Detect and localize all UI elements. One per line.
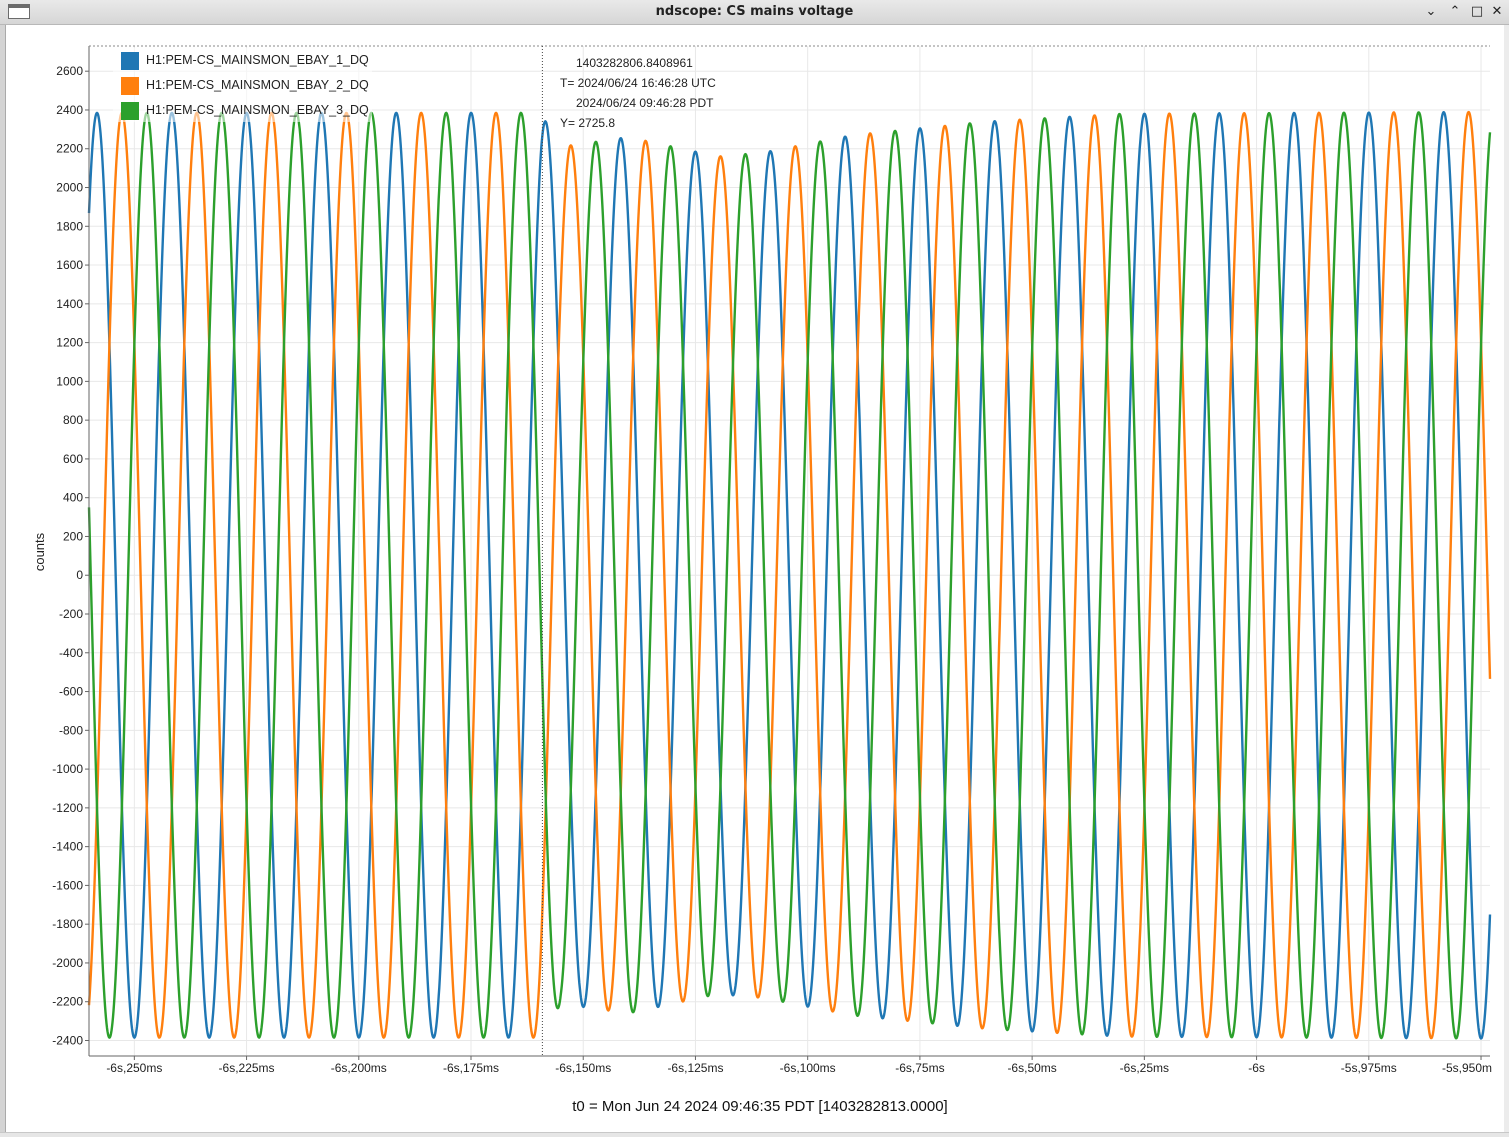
y-tick-label: 800 <box>63 413 83 427</box>
title-bar: ndscope: CS mains voltage ⌄ ⌃ □ ✕ <box>0 0 1509 25</box>
y-tick-label: -1600 <box>52 878 83 892</box>
series-line-3 <box>87 111 1492 1040</box>
y-tick-label: -2400 <box>52 1033 83 1047</box>
x-tick-label: -5s,975ms <box>1341 1061 1397 1075</box>
window-left-edge <box>0 25 6 1136</box>
x-tick-label: -6s,75ms <box>895 1061 944 1075</box>
legend-item-ebay-2[interactable]: H1:PEM-CS_MAINSMON_EBAY_2_DQ <box>121 74 369 96</box>
legend-swatch <box>121 101 139 120</box>
y-tick-label: -1800 <box>52 917 83 931</box>
x-tick-label: -5s,950m <box>1442 1061 1492 1075</box>
restore-icon[interactable]: □ <box>1470 4 1484 19</box>
cursor-utc-time: T= 2024/06/24 16:46:28 UTC <box>560 76 716 90</box>
y-tick-labels: 2600240022002000180016001400120010008006… <box>52 64 89 1047</box>
y-tick-label: 1600 <box>56 258 83 272</box>
x-tick-label: -6s,50ms <box>1007 1061 1056 1075</box>
y-tick-label: 1000 <box>56 374 83 388</box>
maximize-icon[interactable]: ⌃ <box>1449 4 1461 19</box>
y-tick-label: -400 <box>59 646 83 660</box>
x-tick-labels: -6s,250ms -6s,225ms -6s,200ms -6s,175ms -6s,… <box>106 1056 1492 1075</box>
y-tick-label: 2000 <box>56 181 83 195</box>
x-tick-label: -6s,125ms <box>667 1061 723 1075</box>
legend-swatch <box>121 51 139 70</box>
y-axis-label: counts <box>32 532 47 571</box>
grid-lines <box>89 46 1490 1056</box>
y-tick-label: -1400 <box>52 840 83 854</box>
y-tick-label: 1400 <box>56 297 83 311</box>
legend-item-ebay-3[interactable]: H1:PEM-CS_MAINSMON_EBAY_3_DQ <box>121 99 369 121</box>
y-tick-label: -800 <box>59 723 83 737</box>
cursor-gps-time: 1403282806.8408961 <box>576 56 693 70</box>
cursor-y-value: Y= 2725.8 <box>560 116 616 130</box>
bottom-bar <box>0 1132 1509 1137</box>
legend-label: H1:PEM-CS_MAINSMON_EBAY_3_DQ <box>146 103 369 117</box>
legend-label: H1:PEM-CS_MAINSMON_EBAY_2_DQ <box>146 78 369 92</box>
x-tick-label: -6s,150ms <box>555 1061 611 1075</box>
y-tick-label: -600 <box>59 685 83 699</box>
x-tick-label: -6s,100ms <box>780 1061 836 1075</box>
y-tick-label: 400 <box>63 491 83 505</box>
y-tick-label: 1200 <box>56 336 83 350</box>
y-tick-label: 600 <box>63 452 83 466</box>
legend-item-ebay-1[interactable]: H1:PEM-CS_MAINSMON_EBAY_1_DQ <box>121 49 369 71</box>
window-icon <box>8 4 30 19</box>
legend[interactable]: H1:PEM-CS_MAINSMON_EBAY_1_DQ H1:PEM-CS_M… <box>113 48 372 122</box>
cursor-readout: 1403282806.8408961 T= 2024/06/24 16:46:2… <box>560 53 716 133</box>
window-title: ndscope: CS mains voltage <box>655 4 854 19</box>
x-tick-label: -6s,175ms <box>443 1061 499 1075</box>
cursor-pdt-time: 2024/06/24 09:46:28 PDT <box>576 96 714 110</box>
y-tick-label: -2200 <box>52 995 83 1009</box>
y-tick-label: -1200 <box>52 801 83 815</box>
y-tick-label: 2400 <box>56 103 83 117</box>
minimize-icon[interactable]: ⌄ <box>1425 4 1437 19</box>
x-tick-label: -6s,250ms <box>106 1061 162 1075</box>
y-tick-label: -1000 <box>52 762 83 776</box>
x-tick-label: -6s,225ms <box>219 1061 275 1075</box>
t0-label: t0 = Mon Jun 24 2024 09:46:35 PDT [14032… <box>572 1098 948 1115</box>
x-tick-label: -6s <box>1248 1061 1265 1075</box>
x-tick-label: -6s,200ms <box>331 1061 387 1075</box>
y-tick-label: 0 <box>76 568 83 582</box>
close-icon[interactable]: ✕ <box>1491 4 1503 19</box>
y-tick-label: 2200 <box>56 142 83 156</box>
legend-label: H1:PEM-CS_MAINSMON_EBAY_1_DQ <box>146 53 369 67</box>
y-tick-label: 200 <box>63 529 83 543</box>
y-tick-label: 2600 <box>56 64 83 78</box>
window-right-edge <box>1504 25 1509 1136</box>
y-tick-label: -2000 <box>52 956 83 970</box>
x-tick-label: -6s,25ms <box>1120 1061 1169 1075</box>
y-tick-label: 1800 <box>56 219 83 233</box>
legend-swatch <box>121 76 139 95</box>
y-tick-label: -200 <box>59 607 83 621</box>
